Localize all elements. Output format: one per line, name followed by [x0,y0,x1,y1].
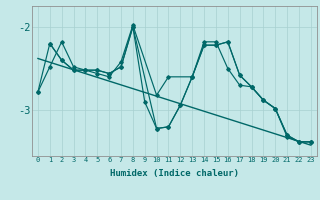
X-axis label: Humidex (Indice chaleur): Humidex (Indice chaleur) [110,169,239,178]
